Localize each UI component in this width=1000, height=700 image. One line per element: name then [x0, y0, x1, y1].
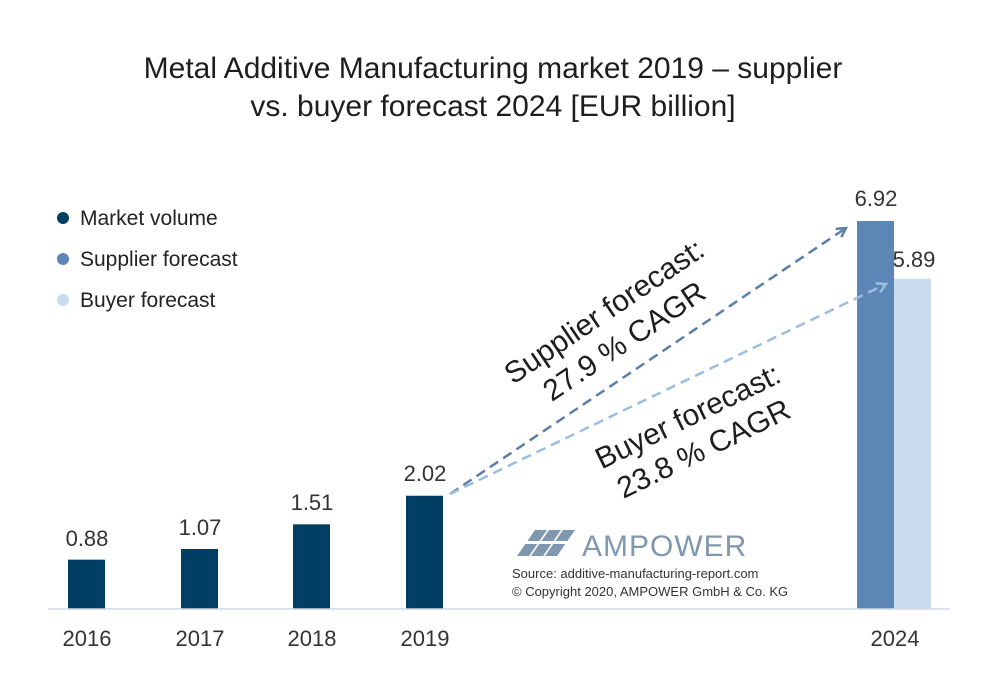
x-tick-labels: 2016 2017 2018 2019 2024: [63, 626, 920, 651]
supplier-forecast-annotation: Supplier forecast: 27.9 % CAGR: [498, 233, 711, 408]
value-label-2017: 1.07: [179, 515, 222, 540]
value-label-2019: 2.02: [404, 461, 447, 486]
x-tick-label-2018: 2018: [288, 626, 337, 651]
legend-label-buyer-forecast: Buyer forecast: [80, 289, 216, 312]
bar-market-volume-2016: [68, 559, 105, 609]
bar-supplier-forecast-2024: [857, 221, 894, 609]
x-tick-label-2016: 2016: [63, 626, 112, 651]
ampower-watermark: AMPOWER Source: additive-manufacturing-r…: [512, 530, 788, 599]
value-label-2016: 0.88: [66, 526, 109, 551]
ampower-brand-text: AMPOWER: [582, 530, 747, 563]
bar-market-volume-2018: [293, 524, 330, 609]
bar-market-volume-2017: [181, 549, 218, 609]
legend: Market volume Supplier forecast Buyer fo…: [57, 207, 238, 312]
legend-label-market-volume: Market volume: [80, 207, 218, 230]
buyer-forecast-annotation: Buyer forecast: 23.8 % CAGR: [590, 358, 796, 506]
ampower-logo-icon: [517, 530, 575, 556]
x-tick-label-2019: 2019: [401, 626, 450, 651]
legend-marker-market-volume: [57, 212, 69, 224]
x-tick-label-2017: 2017: [176, 626, 225, 651]
value-label-2018: 1.51: [291, 490, 334, 515]
copyright-text: © Copyright 2020, AMPOWER GmbH & Co. KG: [512, 584, 788, 599]
legend-label-supplier-forecast: Supplier forecast: [80, 248, 238, 271]
chart-title-line-2: vs. buyer forecast 2024 [EUR billion]: [250, 90, 735, 123]
legend-marker-buyer-forecast: [57, 294, 69, 306]
chart-title-line-1: Metal Additive Manufacturing market 2019…: [144, 52, 843, 85]
bar-market-volume-2019: [406, 495, 443, 609]
value-label-2024-supplier: 6.92: [855, 186, 898, 211]
value-labels: 0.88 1.07 1.51 2.02 6.92 5.89: [66, 186, 936, 551]
legend-marker-supplier-forecast: [57, 253, 69, 265]
bars: [68, 221, 931, 609]
x-tick-label-2024: 2024: [871, 626, 920, 651]
source-text: Source: additive-manufacturing-report.co…: [512, 566, 758, 581]
bar-buyer-forecast-2024: [894, 278, 931, 609]
buyer-forecast-arrow: [449, 284, 886, 496]
value-label-2024-buyer: 5.89: [893, 247, 936, 272]
